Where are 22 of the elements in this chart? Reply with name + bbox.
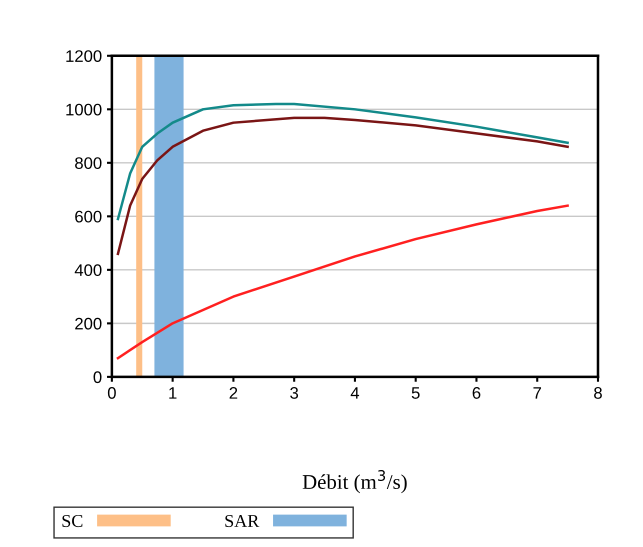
x-axis-title: Débit (m$^{3}$/s) <box>302 470 407 494</box>
x-tick-label: 5 <box>412 387 420 399</box>
x-tick-label: 0 <box>108 387 116 399</box>
y-tick-label: 1000 <box>66 104 102 116</box>
x-tick-label: 8 <box>594 387 602 399</box>
y-tick-label: 400 <box>74 264 102 276</box>
legend-label: SC <box>62 514 82 528</box>
line-series <box>116 204 569 360</box>
x-tick-label: 1 <box>169 387 176 399</box>
line-series <box>116 116 569 256</box>
line-series <box>116 102 569 220</box>
x-tick-label: 2 <box>230 387 238 399</box>
y-tick-label: 0 <box>94 371 102 384</box>
y-tick-label: 800 <box>75 157 102 170</box>
x-tick-label: 6 <box>472 387 480 399</box>
y-tick-label: 600 <box>75 210 102 223</box>
x-tick-label: 7 <box>533 387 542 399</box>
x-tick-label: 4 <box>350 387 360 399</box>
y-tick-label: 1200 <box>66 50 102 62</box>
y-tick-label: 200 <box>75 318 102 330</box>
x-tick-label: 3 <box>290 387 298 399</box>
legend-label: SAR <box>225 514 260 528</box>
